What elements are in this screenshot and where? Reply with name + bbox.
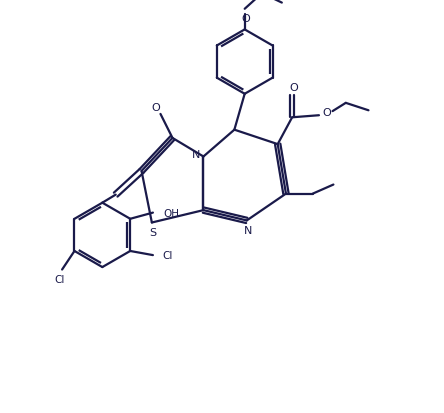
Text: O: O [151, 102, 160, 112]
Text: O: O [289, 83, 298, 93]
Text: Cl: Cl [55, 274, 65, 284]
Text: N: N [192, 150, 200, 160]
Text: O: O [241, 14, 250, 24]
Text: S: S [149, 227, 156, 237]
Text: O: O [322, 108, 331, 118]
Text: OH: OH [163, 208, 179, 218]
Text: Cl: Cl [162, 251, 172, 261]
Text: N: N [244, 225, 253, 235]
